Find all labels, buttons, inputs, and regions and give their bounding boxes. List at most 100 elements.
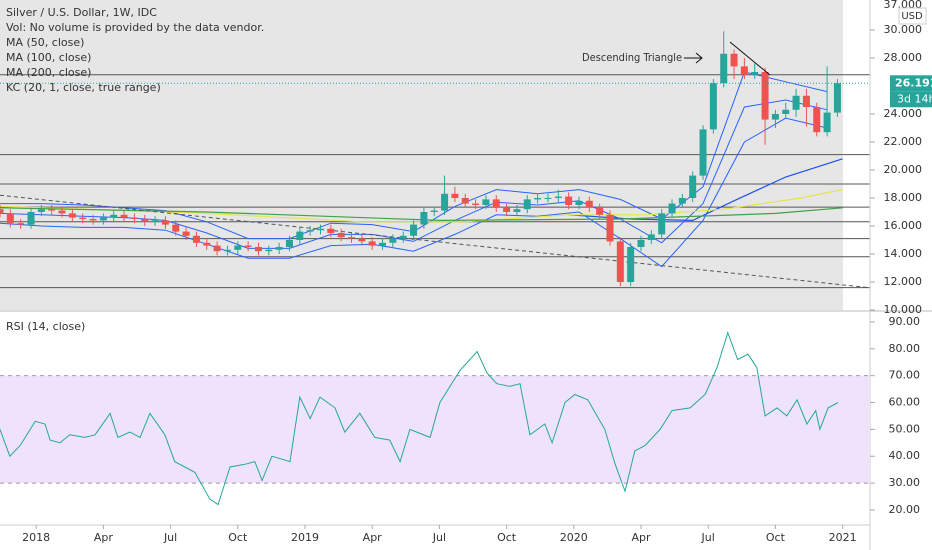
candle-body [823,112,831,133]
candle-body [616,241,624,282]
candle-body [379,242,387,246]
candle-body [720,53,728,84]
candle-body [647,234,655,240]
candle-body [203,242,211,246]
rsi-title: RSI (14, close) [6,320,85,333]
candle-body [451,193,459,198]
countdown-label: 3d 14h [897,92,932,105]
candle-body [513,209,521,212]
candle-body [482,199,490,205]
legend-line: Vol: No volume is provided by the data v… [6,21,264,34]
candle-body [730,53,738,67]
candle-body [161,220,169,225]
candle-body [565,196,573,205]
candle-body [182,231,190,236]
y-tick-label: 22.000 [884,135,923,148]
candle-body [348,237,356,239]
candle-body [17,223,25,225]
candle-body [213,245,221,252]
candle-body [420,211,428,225]
candle-body [575,200,583,205]
annotation: Descending Triangle [582,51,682,64]
x-tick-label: Oct [228,531,248,544]
x-tick-label: 2019 [291,531,319,544]
candle-body [358,238,366,242]
candle-body [48,209,56,211]
candle-body [430,210,438,212]
candle-body [554,196,562,198]
candle-body [472,203,480,205]
candle-body [296,231,304,240]
legend-line: KC (20, 1, close, true range) [6,81,161,94]
x-tick-label: 2018 [22,531,50,544]
candle-body [254,246,262,252]
candle-body [410,224,418,236]
candle-body [802,95,810,107]
candle-body [534,197,542,200]
candle-body [492,199,500,208]
candle-body [441,193,449,211]
line [0,207,843,222]
candle-body [544,197,552,199]
candle-body [678,197,686,204]
triangle-line [729,41,771,76]
candle-body [0,209,4,214]
last-price-label: 26.191 [895,76,932,89]
candle-body [151,220,159,222]
candle-body [234,245,242,250]
x-tick-label: Apr [363,531,383,544]
x-tick-label: 2021 [829,531,857,544]
chart-title: Silver / U.S. Dollar, 1W, IDC [6,6,157,19]
candle-body [285,239,293,247]
line [0,117,828,268]
y-tick-label: 24.000 [884,107,923,120]
candle-body [658,213,666,235]
x-tick-label: Jul [432,531,446,544]
x-tick-label: Oct [766,531,786,544]
candle-body [596,207,604,215]
y-tick-label: 80.00 [889,342,921,355]
line [0,194,869,289]
candle-body [6,213,14,224]
candle-body [275,246,283,250]
y-tick-label: 14.000 [884,247,923,260]
candle-body [771,113,779,120]
x-tick-label: Jul [701,531,715,544]
candle-body [68,213,76,218]
y-tick-label: 18.000 [884,191,923,204]
y-tick-label: 10.000 [884,303,923,316]
candle-body [389,238,397,243]
candle-body [141,218,149,222]
y-tick-label: 90.00 [889,315,921,328]
candle-body [399,235,407,239]
line [568,158,843,222]
line [0,331,839,506]
candle-body [172,224,180,232]
currency-box [898,7,927,25]
candle-body [110,214,118,218]
candle-body [130,217,138,219]
candle-body [79,217,87,219]
candle-body [223,249,231,252]
y-tick-label: 28.000 [884,51,923,64]
candle-body [709,83,717,130]
candle-body [782,109,790,114]
line [0,189,843,223]
candle-body [792,95,800,110]
currency: USD [901,11,923,22]
countdown-tag [890,91,932,108]
candle-body [244,245,252,247]
candle-body [120,214,128,218]
candle-body [327,228,335,233]
x-tick-label: Oct [497,531,517,544]
y-tick-label: 30.00 [889,476,921,489]
candle-body [265,249,273,252]
y-tick-label: 20.00 [889,503,921,516]
y-tick-label: 12.000 [884,275,923,288]
candle-body [606,214,614,242]
candle-body [99,217,107,221]
annotation-arrowhead [695,52,703,64]
candle-body [668,203,676,214]
candle-body [740,66,748,75]
candle-body [306,230,314,232]
